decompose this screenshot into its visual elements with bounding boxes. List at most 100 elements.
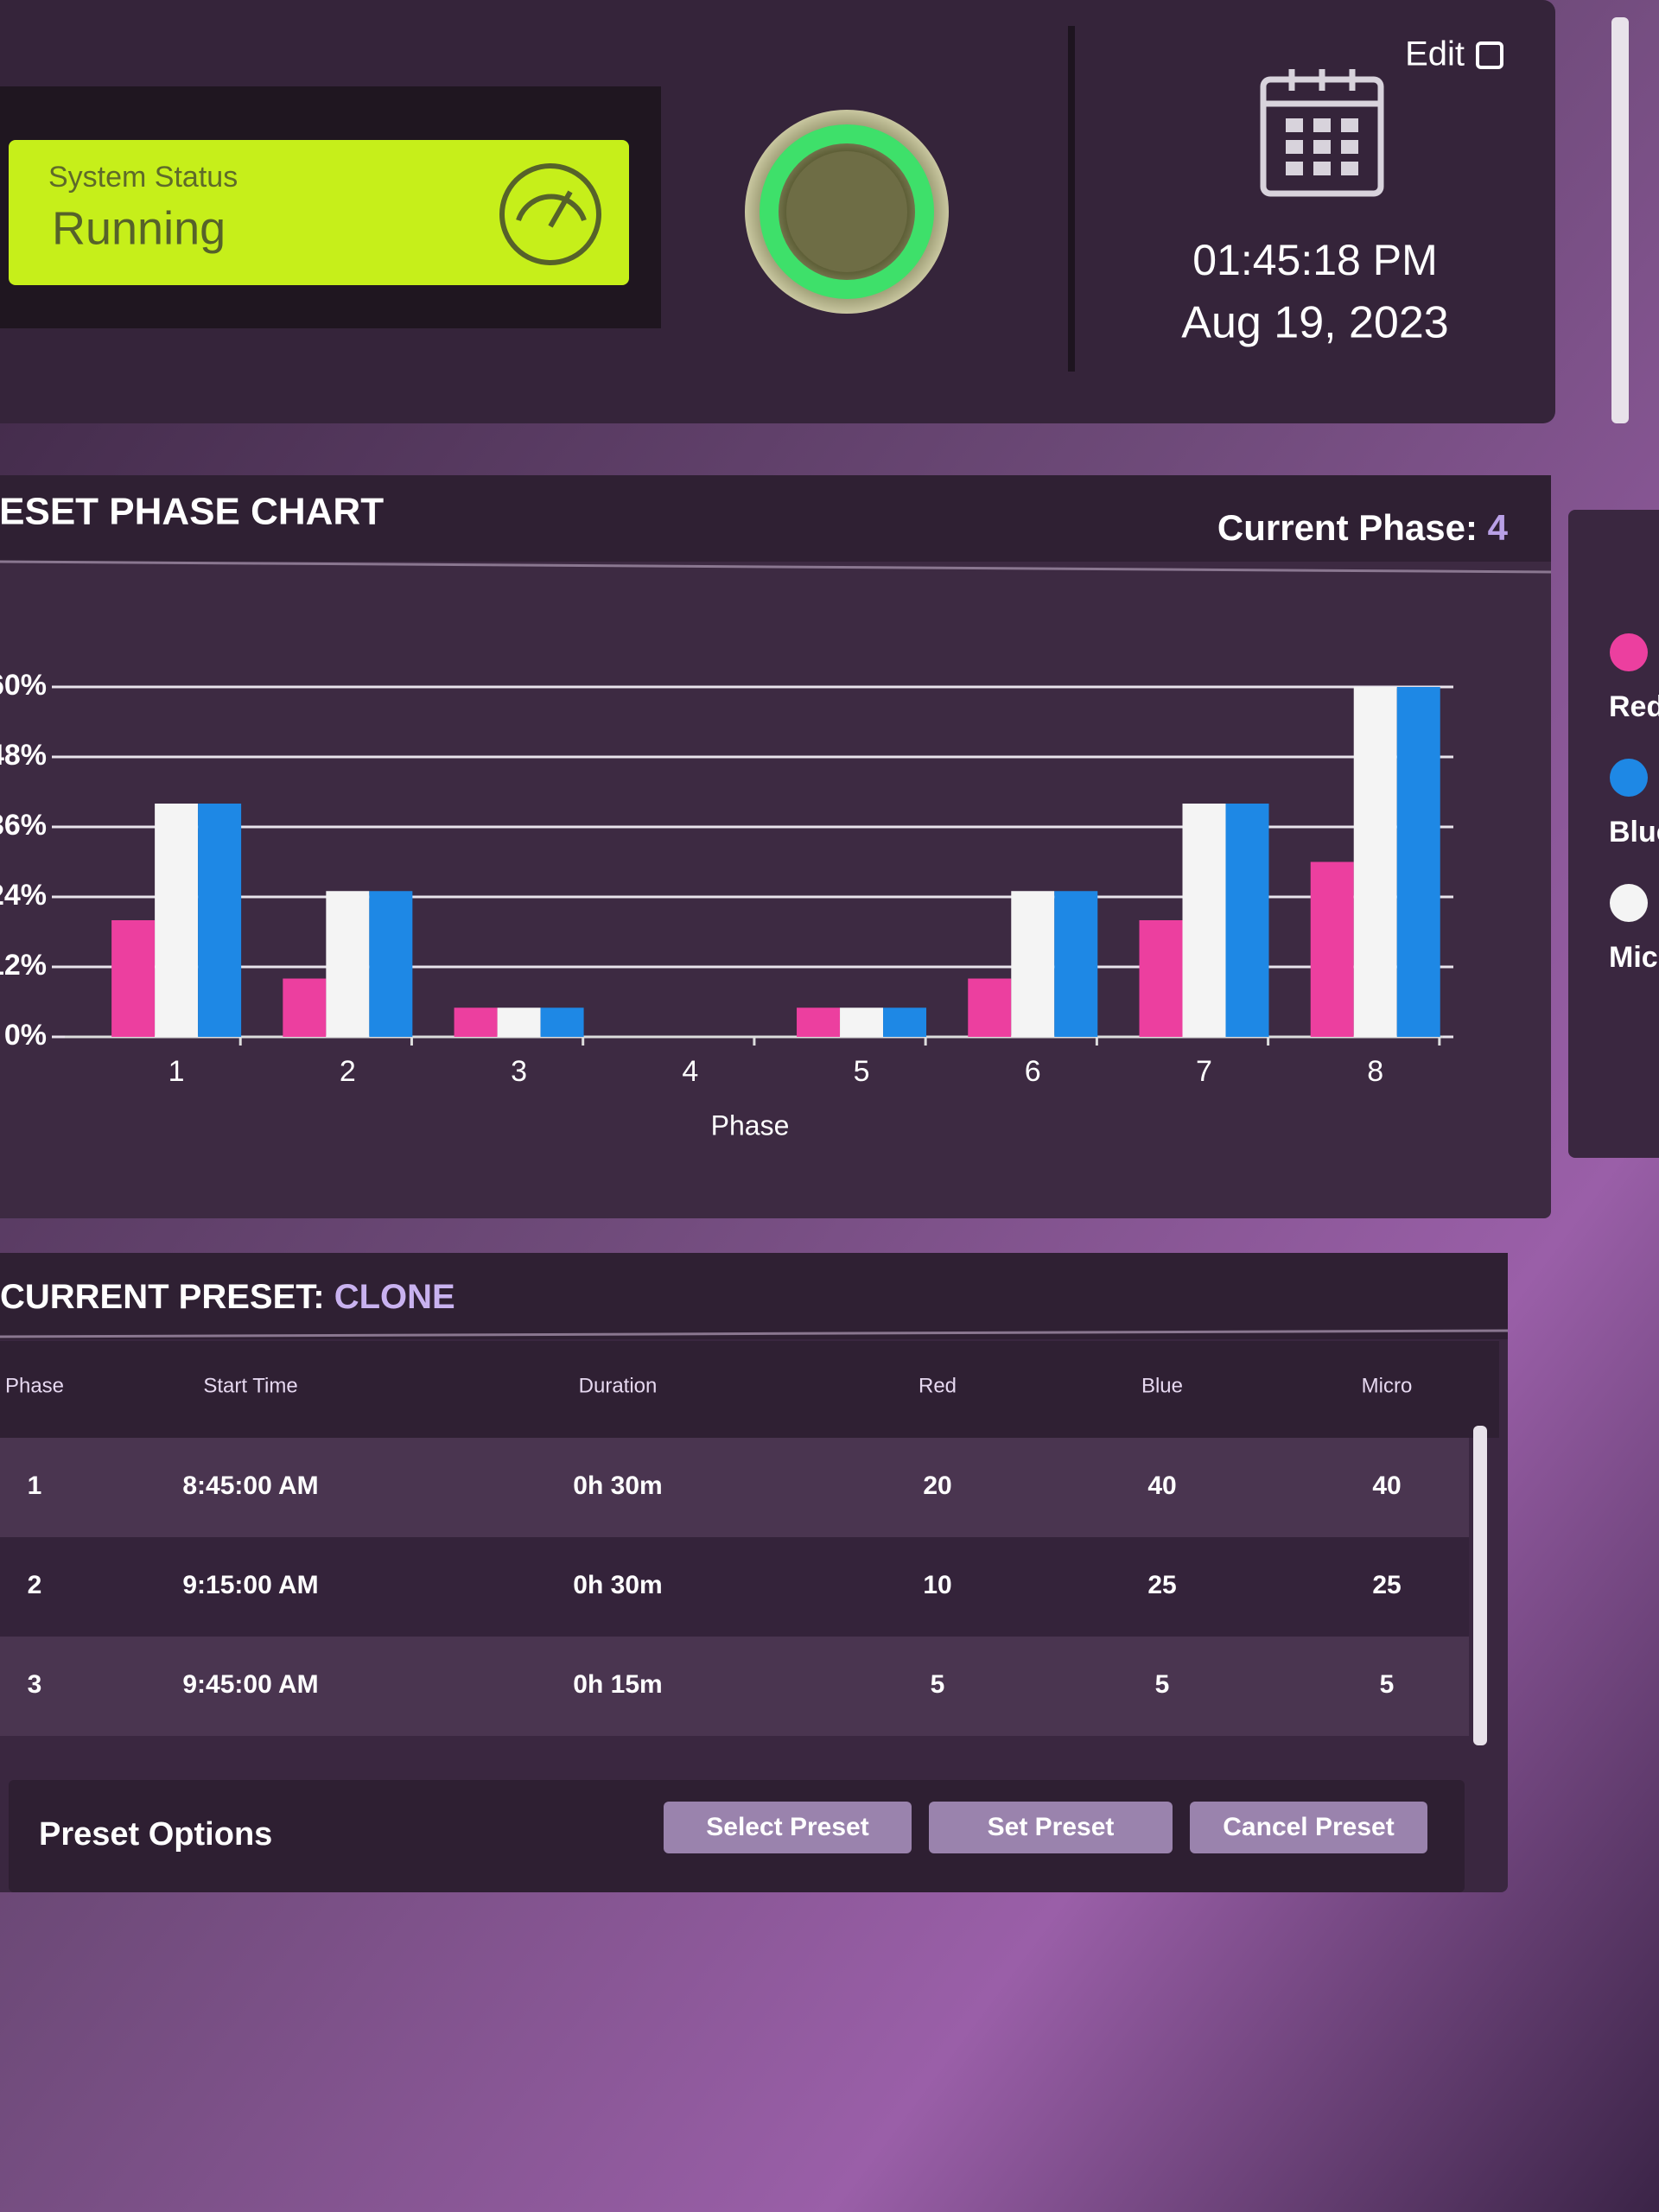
option-button-label[interactable]: Select Preset xyxy=(706,1813,868,1841)
bar xyxy=(1054,891,1098,1037)
option-button[interactable] xyxy=(664,1802,912,1853)
option-buttons: Select Preset Set Preset Cancel Preset xyxy=(664,1802,1427,1853)
bar xyxy=(198,804,242,1037)
bar xyxy=(111,920,156,1037)
table-cell: 8:45:00 AM xyxy=(182,1471,318,1500)
table-cell: 0h 30m xyxy=(573,1471,662,1500)
column-header: Red xyxy=(918,1374,957,1397)
bar xyxy=(883,1007,927,1037)
bar xyxy=(454,1007,498,1037)
preset-header xyxy=(0,1253,1508,1339)
calendar-icon xyxy=(1260,69,1384,197)
status-box xyxy=(9,140,629,285)
x-axis-label: Phase xyxy=(711,1109,790,1141)
bar xyxy=(1310,861,1354,1037)
header-rule xyxy=(0,560,1552,574)
edit-link[interactable]: Edit xyxy=(1405,35,1465,73)
current-phase-text: Current Phase: xyxy=(1217,507,1478,548)
chart-header xyxy=(0,475,1551,562)
status-label: System Status xyxy=(48,161,238,194)
power-core xyxy=(786,151,907,272)
x-tick-label: 1 xyxy=(168,1055,185,1088)
y-tick-label: 0% xyxy=(4,1019,47,1052)
table-cell: 9:45:00 AM xyxy=(182,1670,318,1699)
legend-label: Blue xyxy=(1609,816,1659,849)
side-scroll xyxy=(1611,17,1629,423)
bar xyxy=(1011,891,1055,1037)
table-row xyxy=(0,1537,1469,1637)
y-tick-label: 24% xyxy=(0,879,47,912)
current-phase-value: 4 xyxy=(1488,507,1509,548)
legend-label: Red xyxy=(1609,690,1659,723)
table-cell: 40 xyxy=(1372,1471,1401,1500)
x-tick-label: 6 xyxy=(1025,1055,1041,1088)
chart-title: PRESET PHASE CHART xyxy=(0,491,384,533)
option-button-label[interactable]: Set Preset xyxy=(988,1813,1115,1841)
clock-date: Aug 19, 2023 xyxy=(1181,298,1448,348)
table-cell: 10 xyxy=(923,1571,951,1599)
bar xyxy=(1353,687,1397,1037)
option-button[interactable] xyxy=(1190,1802,1427,1853)
x-tick-label: 4 xyxy=(682,1055,698,1088)
status-value: Running xyxy=(52,202,226,254)
bar xyxy=(283,978,327,1037)
x-tick-label: 8 xyxy=(1367,1055,1383,1088)
bar xyxy=(497,1007,541,1037)
column-header: Start Time xyxy=(203,1374,297,1397)
preset-title-text: CURRENT PRESET: xyxy=(0,1278,325,1316)
table-cell: 0h 30m xyxy=(573,1571,662,1599)
legend-label: Micro xyxy=(1609,941,1659,974)
bar xyxy=(1225,804,1269,1037)
column-header: Blue xyxy=(1141,1374,1183,1397)
bar xyxy=(1182,804,1226,1037)
table-cell: 5 xyxy=(1155,1670,1170,1699)
preset-table: Phase Start Time Duration Red Blue Micro 1 8:45… xyxy=(0,1341,1499,1736)
bar xyxy=(369,891,413,1037)
table-head-row xyxy=(0,1341,1499,1438)
column-header: Phase xyxy=(5,1374,64,1397)
table-row xyxy=(0,1637,1469,1736)
legend-swatch xyxy=(1610,759,1648,797)
edit-icon[interactable] xyxy=(1476,41,1503,69)
table-cell: 20 xyxy=(923,1471,951,1500)
bar xyxy=(1396,687,1440,1037)
preset-name: CLONE xyxy=(334,1278,455,1316)
table-cell: 1 xyxy=(28,1471,42,1500)
bar xyxy=(155,804,199,1037)
bar xyxy=(968,978,1012,1037)
option-button[interactable] xyxy=(929,1802,1173,1853)
column-header: Duration xyxy=(579,1374,658,1397)
x-tick-label: 5 xyxy=(854,1055,870,1088)
y-tick-label: 36% xyxy=(0,809,47,842)
table-scrollbar xyxy=(1473,1426,1487,1745)
table-cell: 2 xyxy=(28,1571,42,1599)
legend-panel xyxy=(1568,510,1659,1158)
table-cell: 0h 15m xyxy=(573,1670,662,1699)
clock-time: 01:45:18 PM xyxy=(1192,236,1438,284)
gauge-icon xyxy=(499,163,601,265)
y-tick-label: 12% xyxy=(0,949,47,982)
plot: 0% 12% 24% 36% 48% 60% 1 2 3 4 5 6 7 8 Phase xyxy=(0,669,1453,1141)
bar xyxy=(540,1007,584,1037)
table-cell: 3 xyxy=(28,1670,42,1699)
table-cell: 5 xyxy=(1380,1670,1395,1699)
table-cell: 25 xyxy=(1372,1571,1401,1599)
y-tick-label: 48% xyxy=(0,739,47,772)
legend-swatch xyxy=(1610,884,1648,922)
table-cell: 5 xyxy=(931,1670,945,1699)
bar xyxy=(797,1007,841,1037)
x-tick-label: 7 xyxy=(1196,1055,1212,1088)
legend: Red Blue Micro xyxy=(1609,633,1659,974)
preset-title: CURRENT PRESET: CLONE xyxy=(0,1278,455,1316)
table-cell: 40 xyxy=(1147,1471,1176,1500)
legend-swatch xyxy=(1610,633,1648,671)
x-tick-label: 3 xyxy=(511,1055,527,1088)
bar xyxy=(326,891,370,1037)
column-header: Micro xyxy=(1362,1374,1413,1397)
calendar-days xyxy=(1286,118,1358,175)
options-title: Preset Options xyxy=(39,1816,272,1853)
x-tick-label: 2 xyxy=(340,1055,356,1088)
option-button-label[interactable]: Cancel Preset xyxy=(1223,1813,1394,1841)
